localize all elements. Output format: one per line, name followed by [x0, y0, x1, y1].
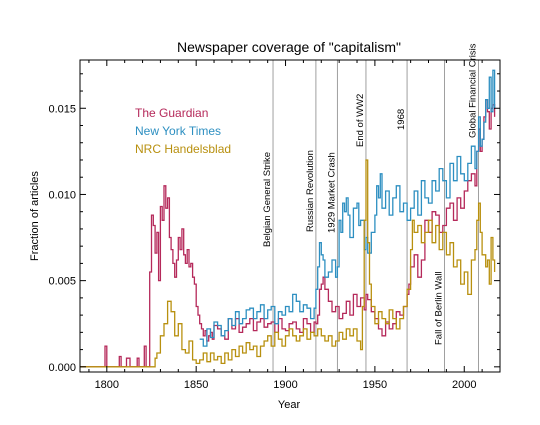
y-tick-label: 0.005	[48, 276, 76, 288]
x-tick-label: 1950	[363, 379, 387, 391]
plot-frame	[79, 59, 501, 373]
legend-entry: New York Times	[135, 124, 221, 138]
y-tick-label: 0.010	[48, 189, 76, 201]
series-lines	[80, 69, 496, 368]
y-tick-label: 0.015	[48, 103, 76, 115]
y-tick-label: 0.000	[48, 362, 76, 374]
series-line-0	[80, 98, 496, 368]
legend: The Guardian New York Times NRC Handelsbla…	[135, 106, 231, 156]
legend-entry: The Guardian	[135, 106, 208, 120]
event-label: End of WW2	[355, 94, 366, 147]
event-label: 1929 Market Crash	[326, 152, 337, 233]
event-label: Belgian General Strike	[262, 152, 273, 247]
event-label: Fall of Berlin Wall	[434, 271, 445, 345]
series-line-2	[80, 159, 496, 368]
x-tick-label: 1900	[273, 379, 297, 391]
y-axis-label: Fraction of articles	[29, 171, 41, 261]
x-tick-label: 1850	[184, 379, 208, 391]
legend-entry: NRC Handelsblad	[135, 142, 231, 156]
series-line-1	[199, 69, 496, 347]
event-label: 1968	[396, 109, 407, 130]
axis-ticks: 1800 1850 1900 1950 2000 0.000 0.005 0.010 0.015	[48, 60, 501, 391]
x-tick-label: 1800	[95, 379, 119, 391]
event-label: Global Financial Crisis	[468, 43, 479, 138]
chart-title: Newspaper coverage of "capitalism"	[177, 39, 401, 55]
event-label: Russian Revolution	[305, 150, 316, 232]
x-tick-label: 2000	[452, 379, 476, 391]
x-axis-label: Year	[278, 399, 301, 411]
